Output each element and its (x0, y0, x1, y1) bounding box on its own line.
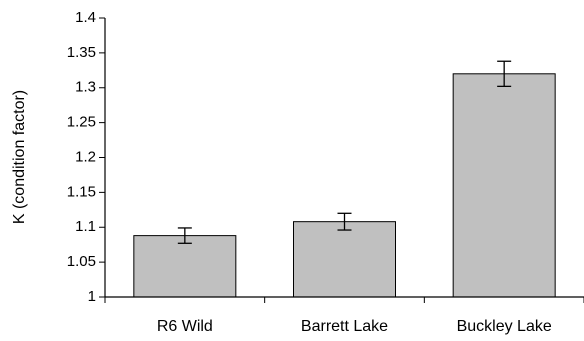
y-tick-label: 1.3 (75, 79, 96, 96)
y-axis-title: K (condition factor) (11, 90, 28, 224)
y-tick-label: 1.25 (67, 114, 96, 131)
y-tick-label: 1.35 (67, 44, 96, 61)
y-tick-label: 1 (88, 288, 96, 305)
x-category-label: Buckley Lake (457, 318, 552, 335)
axes (104, 18, 584, 303)
bars (133, 73, 556, 298)
y-tick-label: 1.4 (75, 9, 96, 26)
x-axis-categories: R6 Wild Barrett Lake Buckley Lake (157, 318, 552, 335)
y-axis-ticks: 1 1.05 1.1 1.15 1.2 1.25 1.3 1.35 1.4 (67, 9, 105, 305)
x-category-label: R6 Wild (157, 318, 213, 335)
error-bars (177, 60, 512, 244)
bar (133, 235, 237, 298)
x-category-label: Barrett Lake (301, 318, 388, 335)
bar (293, 221, 396, 298)
y-tick-label: 1.05 (67, 253, 96, 270)
y-tick-label: 1.1 (75, 218, 96, 235)
y-tick-label: 1.15 (67, 183, 96, 200)
bar (452, 73, 556, 298)
y-tick-label: 1.2 (75, 148, 96, 165)
